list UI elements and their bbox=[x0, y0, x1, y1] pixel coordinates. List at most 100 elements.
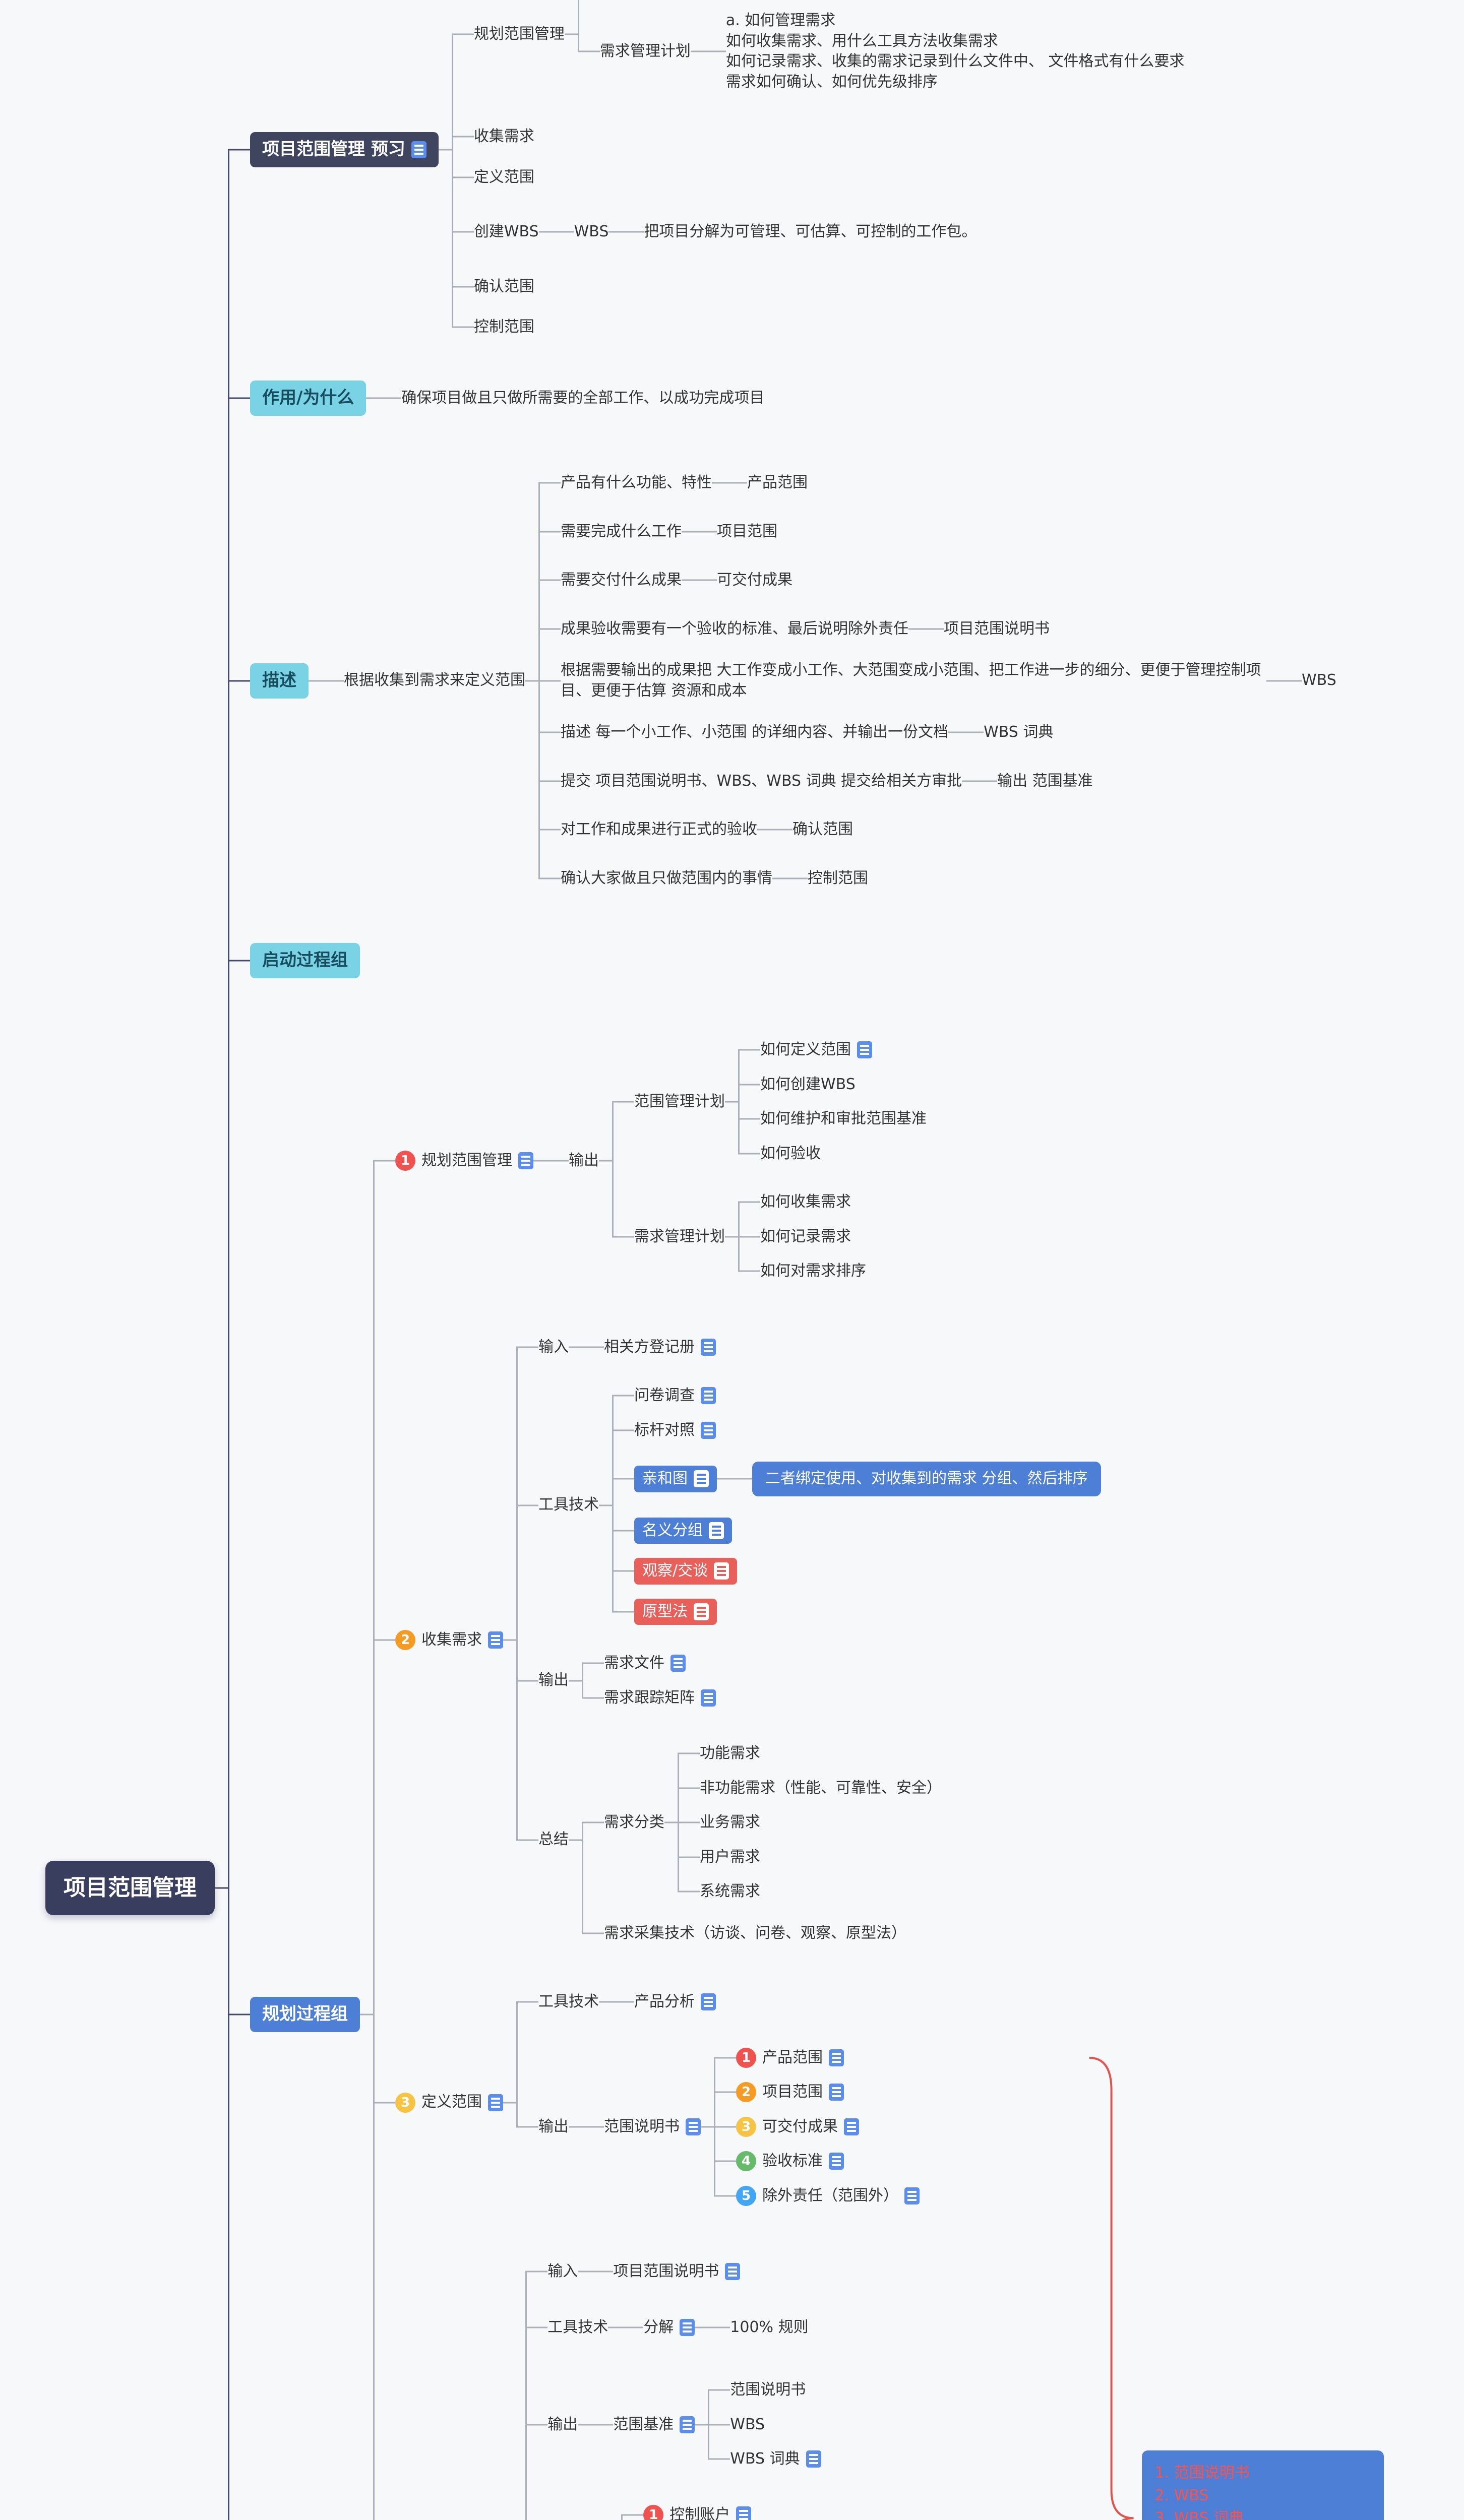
mindmap-node[interactable]: 控制范围 bbox=[808, 868, 868, 889]
mindmap-node[interactable]: 分解 bbox=[643, 2317, 695, 2338]
mindmap-node[interactable]: 确认大家做且只做范围内的事情 bbox=[561, 868, 772, 889]
mindmap-node[interactable]: 范围管理计划 bbox=[634, 1092, 725, 1112]
mindmap-node[interactable]: 根据收集到需求来定义范围 bbox=[344, 670, 525, 691]
node-plan-scope[interactable]: 1 规划范围管理 bbox=[395, 1150, 533, 1171]
mindmap-node[interactable]: 如何验收 bbox=[760, 1144, 821, 1164]
mindmap-node[interactable]: 相关方登记册 bbox=[604, 1337, 716, 1358]
mindmap-node[interactable]: 产品分析 bbox=[634, 1992, 716, 2012]
mindmap-node[interactable]: 产品范围 bbox=[747, 473, 808, 493]
mindmap-node[interactable]: 原型法 bbox=[634, 1598, 717, 1625]
node-text: 相关方登记册 bbox=[604, 1338, 695, 1356]
mindmap-branch: 总结 需求分类 功能需求非功能需求（性能、可靠性、安全） 业务需求用户需求系统需求需求… bbox=[538, 1729, 942, 1950]
mindmap-node[interactable]: WBS bbox=[730, 2415, 765, 2435]
mindmap-node[interactable]: 100% 规则 bbox=[730, 2317, 808, 2338]
mindmap-node[interactable]: 1 控制账户 bbox=[643, 2504, 752, 2520]
mindmap-node[interactable]: 用户需求 bbox=[700, 1847, 760, 1868]
mindmap-node[interactable]: a. 如何管理需求 如何收集需求、用什么工具方法收集需求 如何记录需求、收集的需… bbox=[726, 11, 1185, 92]
mindmap-branch: 描述 根据收集到需求来定义范围 产品有什么功能、特性 产品范围 需要完成什么工作 项目范围… bbox=[250, 449, 1336, 913]
mindmap-node[interactable]: 如何对需求排序 bbox=[760, 1261, 866, 1282]
node-text: WBS 词典 bbox=[730, 2450, 800, 2468]
mindmap-node[interactable]: 工具技术 bbox=[547, 2317, 608, 2338]
mindmap-node[interactable]: 输出 bbox=[569, 1151, 599, 1171]
mindmap-node[interactable]: 输入 bbox=[538, 1337, 569, 1358]
mindmap-node[interactable]: 工具技术 bbox=[538, 1495, 599, 1516]
mindmap-node[interactable]: 如何创建WBS bbox=[760, 1075, 856, 1095]
mindmap-node[interactable]: 根据需要输出的成果把 大工作变成小工作、大范围变成小范围、把工作进一步的细分、更… bbox=[561, 660, 1266, 701]
mindmap-node[interactable]: 4 验收标准 bbox=[736, 2151, 844, 2172]
mindmap-node[interactable]: 需要交付什么成果 bbox=[561, 570, 682, 591]
mindmap-node[interactable]: 3 可交付成果 bbox=[736, 2116, 859, 2137]
branch-planning-group[interactable]: 规划过程组 bbox=[250, 1996, 360, 2032]
mindmap-node[interactable]: 定义范围 bbox=[474, 167, 534, 188]
mindmap-node[interactable]: 1 产品范围 bbox=[736, 2047, 844, 2068]
mindmap-node[interactable]: 输出 范围基准 bbox=[997, 771, 1093, 792]
mindmap-node[interactable]: 成果验收需要有一个验收的标准、最后说明除外责任 bbox=[561, 619, 908, 640]
mindmap-node[interactable]: 规划范围管理 bbox=[474, 24, 565, 45]
mindmap-node[interactable]: 二者绑定使用、对收集到的需求 分组、然后排序 bbox=[752, 1462, 1101, 1496]
mindmap-node[interactable]: WBS bbox=[574, 222, 609, 242]
mindmap-node[interactable]: 2 项目范围 bbox=[736, 2082, 844, 2103]
mindmap-node[interactable]: 需求管理计划 bbox=[600, 41, 691, 62]
mindmap-node[interactable]: 亲和图 bbox=[634, 1466, 717, 1492]
branch-row: 控制范围 bbox=[785, 861, 868, 896]
node-define-scope[interactable]: 3 定义范围 bbox=[395, 2092, 503, 2113]
mindmap-node[interactable]: 提交 项目范围说明书、WBS、WBS 词典 提交给相关方审批 bbox=[561, 771, 962, 792]
mindmap-node[interactable]: WBS bbox=[1302, 670, 1336, 691]
mindmap-node[interactable]: 确保项目做且只做所需要的全部工作、以成功完成项目 bbox=[401, 388, 764, 409]
mindmap-node[interactable]: 产品有什么功能、特性 bbox=[561, 473, 712, 493]
mindmap-node[interactable]: 标杆对照 bbox=[634, 1420, 716, 1441]
mindmap-node[interactable]: 需要完成什么工作 bbox=[561, 522, 682, 542]
mindmap-node[interactable]: 范围说明书 bbox=[604, 2117, 701, 2137]
children-group: 范围说明书 WBS WBS 词典 bbox=[708, 2373, 821, 2477]
mindmap-node[interactable]: 需求分类 bbox=[604, 1812, 664, 1833]
branch-initiating-group[interactable]: 启动过程组 bbox=[250, 943, 360, 979]
mindmap-node[interactable]: 工具技术 bbox=[538, 1992, 599, 2012]
mindmap-node[interactable]: 总结 bbox=[538, 1830, 569, 1850]
document-icon bbox=[411, 141, 426, 159]
mindmap-node[interactable]: 如何定义范围 bbox=[760, 1040, 872, 1060]
mindmap-node[interactable]: 范围基准 bbox=[613, 2415, 695, 2435]
mindmap-node[interactable]: 需求文件 bbox=[604, 1653, 686, 1674]
branch-purpose[interactable]: 作用/为什么 bbox=[250, 380, 367, 416]
mindmap-node[interactable]: 如何维护和审批范围基准 bbox=[760, 1109, 927, 1129]
root-topic[interactable]: 项目范围管理 bbox=[45, 1861, 215, 1915]
branch-description[interactable]: 描述 bbox=[250, 663, 309, 699]
number-badge-icon: 1 bbox=[736, 2047, 756, 2068]
mindmap-node[interactable]: 需求跟踪矩阵 bbox=[604, 1688, 716, 1709]
mindmap-node[interactable]: WBS 词典 bbox=[984, 722, 1053, 743]
mindmap-node[interactable]: 非功能需求（性能、可靠性、安全） bbox=[700, 1778, 942, 1799]
mindmap-node[interactable]: 如何记录需求 bbox=[760, 1227, 851, 1247]
mindmap-node[interactable]: 输入 bbox=[547, 2261, 578, 2282]
mindmap-node[interactable]: 需求管理计划 bbox=[634, 1227, 725, 1247]
mindmap-node[interactable]: 描述 每一个小工作、小范围 的详细内容、并输出一份文档 bbox=[561, 722, 948, 743]
mindmap-node[interactable]: 可交付成果 bbox=[717, 570, 792, 591]
node-text: 系统需求 bbox=[700, 1882, 760, 1901]
mindmap-node[interactable]: WBS 词典 bbox=[730, 2449, 821, 2470]
mindmap-node[interactable]: 控制范围 bbox=[474, 317, 534, 338]
mindmap-node[interactable]: 对工作和成果进行正式的验收 bbox=[561, 820, 757, 840]
mindmap-node[interactable]: 输出 bbox=[547, 2415, 578, 2435]
mindmap-node[interactable]: 如何收集需求 bbox=[760, 1192, 851, 1213]
mindmap-node[interactable]: 确认范围 bbox=[792, 820, 853, 840]
mindmap-node[interactable]: 项目范围 bbox=[717, 522, 777, 542]
mindmap-node[interactable]: 名义分组 bbox=[634, 1517, 732, 1544]
mindmap-node[interactable]: 确认范围 bbox=[474, 277, 534, 297]
mindmap-node[interactable]: 范围说明书 bbox=[730, 2380, 806, 2401]
mindmap-node[interactable]: 需求采集技术（访谈、问卷、观察、原型法） bbox=[604, 1923, 906, 1944]
node-collect-requirements[interactable]: 2 收集需求 bbox=[395, 1630, 503, 1651]
mindmap-node[interactable]: 5 除外责任（范围外） bbox=[736, 2185, 920, 2207]
mindmap-node[interactable]: 业务需求 bbox=[700, 1812, 760, 1833]
mindmap-node[interactable]: 问卷调查 bbox=[634, 1385, 716, 1406]
mindmap-node[interactable]: 输出 bbox=[538, 1670, 569, 1691]
mindmap-node[interactable]: 把项目分解为可管理、可估算、可控制的工作包。 bbox=[644, 222, 977, 242]
mindmap-node[interactable]: 功能需求 bbox=[700, 1743, 760, 1764]
mindmap-node[interactable]: 系统需求 bbox=[700, 1881, 760, 1902]
mindmap-node[interactable]: 创建WBS bbox=[474, 222, 539, 242]
mindmap-branch: 输入 项目范围说明书 bbox=[547, 2254, 741, 2289]
mindmap-node[interactable]: 项目范围说明书 bbox=[613, 2261, 741, 2282]
branch-preview[interactable]: 项目范围管理 预习 bbox=[250, 132, 439, 168]
mindmap-node[interactable]: 收集需求 bbox=[474, 127, 534, 147]
mindmap-node[interactable]: 项目范围说明书 bbox=[944, 619, 1050, 640]
mindmap-node[interactable]: 输出 bbox=[538, 2117, 569, 2137]
mindmap-node[interactable]: 观察/交谈 bbox=[634, 1558, 738, 1585]
